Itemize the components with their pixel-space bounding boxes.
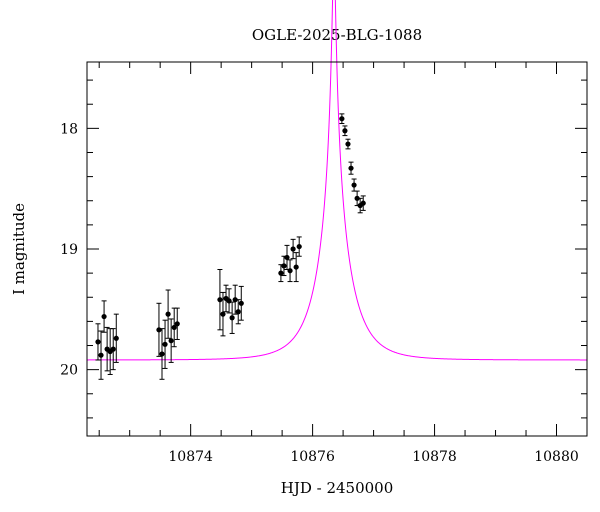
point-marker [278, 270, 284, 276]
point-marker [238, 300, 244, 306]
point-marker [220, 311, 226, 317]
point-marker [293, 264, 299, 270]
point-marker [354, 195, 360, 201]
data-point [220, 291, 226, 337]
point-marker [156, 327, 162, 333]
point-marker [101, 313, 107, 320]
model-curve [87, 0, 587, 361]
data-point [104, 326, 110, 372]
point-marker [226, 298, 232, 304]
x-tick-label: 10878 [412, 449, 457, 465]
data-point [98, 330, 104, 380]
data-point [162, 319, 168, 369]
data-point [238, 285, 244, 321]
model-layer [87, 0, 587, 361]
point-marker [95, 339, 101, 345]
chart-title: OGLE-2025-BLG-1088 [252, 26, 422, 44]
data-point [278, 264, 284, 283]
data-point [290, 238, 296, 260]
y-axis-label: I magnitude [10, 203, 28, 295]
data-point [110, 328, 116, 371]
point-marker [171, 324, 177, 331]
data-point [348, 161, 354, 175]
point-marker [165, 311, 171, 317]
data-points-layer [95, 113, 366, 380]
data-point [113, 313, 119, 363]
data-point [342, 125, 348, 137]
plot-frame [86, 61, 588, 437]
point-marker [339, 116, 345, 122]
point-marker [281, 263, 287, 269]
point-marker [98, 352, 104, 358]
data-point [360, 195, 366, 211]
point-marker [284, 254, 290, 261]
y-tick-label: 19 [60, 242, 78, 258]
x-tick-label: 10880 [534, 449, 579, 465]
point-marker [174, 321, 180, 327]
y-tick-label: 20 [60, 363, 78, 379]
point-marker [296, 243, 302, 250]
data-point [107, 328, 113, 375]
point-marker [217, 297, 223, 303]
ticks-layer: 10874 10876 10878 10880 18 19 20 [60, 62, 588, 465]
data-point [168, 318, 174, 363]
data-point [293, 252, 299, 283]
data-point [159, 328, 165, 380]
point-marker [232, 297, 238, 303]
point-marker [168, 338, 174, 344]
data-point [345, 138, 351, 150]
data-point [95, 323, 101, 361]
point-marker [113, 335, 119, 341]
x-tick-label: 10874 [168, 449, 213, 465]
point-marker [229, 315, 235, 321]
x-tick-label: 10876 [290, 449, 335, 465]
data-point [296, 236, 302, 257]
data-point [156, 302, 162, 357]
data-point [171, 307, 177, 348]
data-point [235, 299, 241, 325]
data-point [101, 300, 107, 333]
point-marker [345, 141, 351, 147]
point-marker [287, 268, 293, 274]
data-point [339, 113, 345, 125]
data-point [165, 289, 171, 339]
point-marker [342, 128, 348, 134]
data-point [229, 301, 235, 334]
data-point [281, 255, 287, 277]
data-point [174, 307, 180, 340]
data-point [351, 178, 357, 192]
point-marker [162, 341, 168, 347]
data-point [217, 269, 223, 331]
x-axis-label: HJD - 2450000 [281, 479, 394, 497]
data-point [226, 288, 232, 314]
y-tick-label: 18 [60, 121, 78, 137]
data-point [287, 259, 293, 283]
point-marker [235, 309, 241, 315]
point-marker [348, 165, 354, 171]
point-marker [351, 182, 357, 188]
point-marker [159, 351, 165, 357]
point-marker [290, 246, 296, 252]
point-marker [110, 346, 116, 352]
data-point [232, 284, 238, 315]
point-marker [360, 200, 366, 206]
